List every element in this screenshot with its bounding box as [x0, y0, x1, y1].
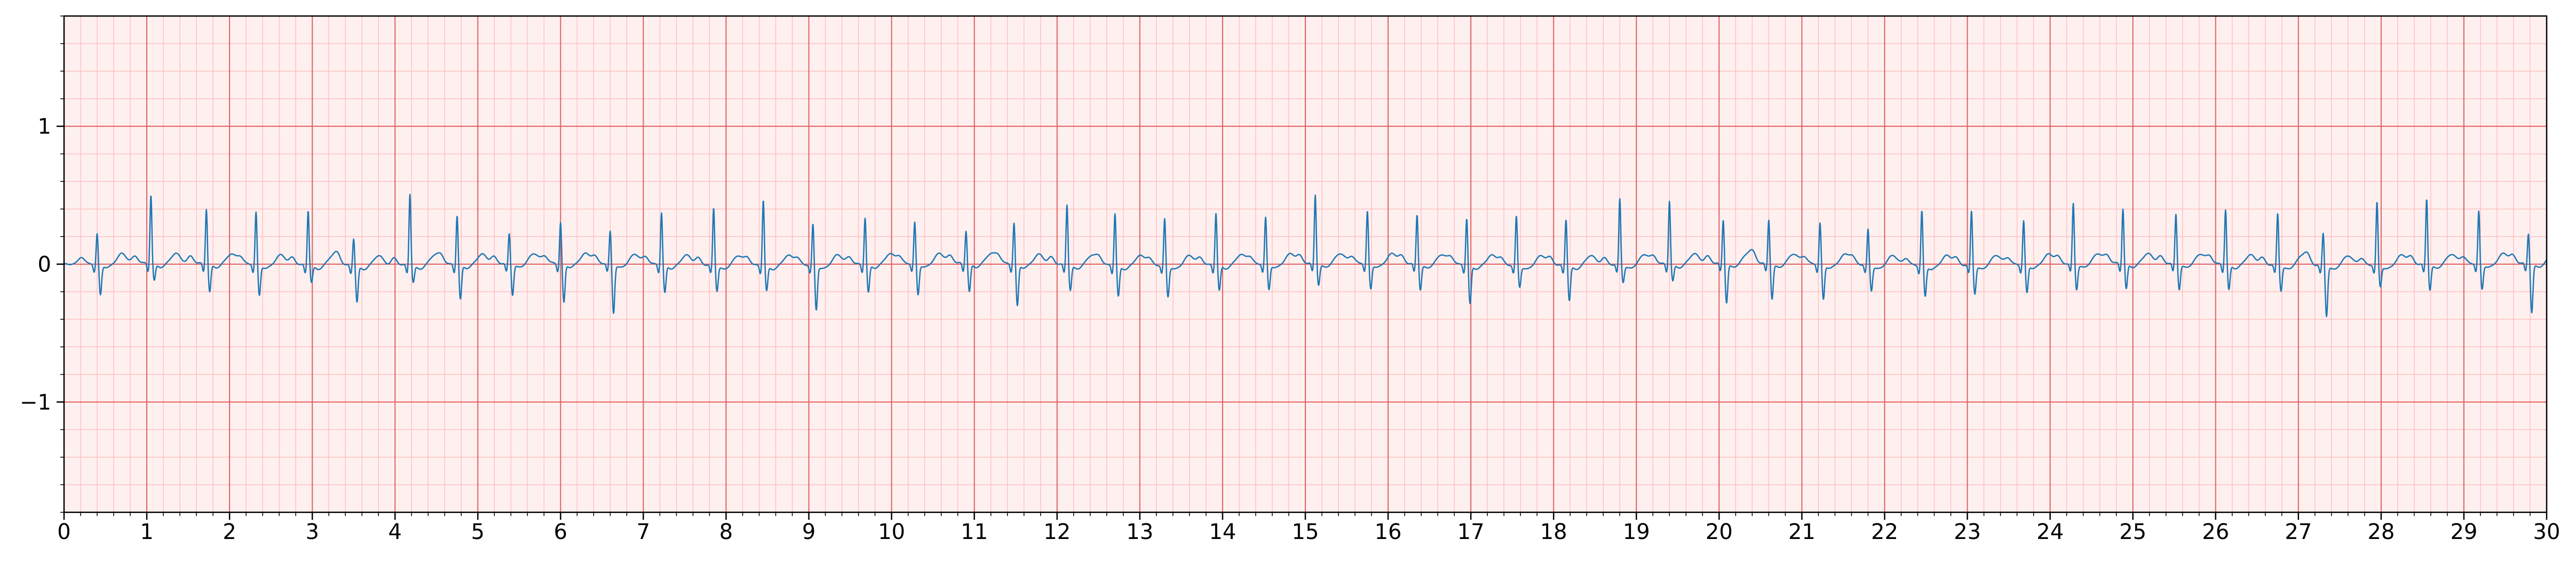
- x-tick-label: 2: [223, 520, 236, 544]
- x-tick-label: 14: [1209, 520, 1236, 544]
- x-tick-label: 30: [2533, 520, 2561, 544]
- y-tick-label: 0: [38, 252, 51, 277]
- x-tick-label: 26: [2202, 520, 2229, 544]
- x-tick-label: 11: [961, 520, 988, 544]
- x-axis-ticks: 0 1 2 3 4 5 6 7 8 9 10 11 12 13 14 15 16 17 18 19 20 21 22 23 24…: [57, 512, 2560, 544]
- x-tick-label: 3: [305, 520, 319, 544]
- y-axis-ticks: −1 0 1: [20, 15, 64, 513]
- x-tick-label: 7: [637, 520, 650, 544]
- x-tick-label: 5: [471, 520, 485, 544]
- x-tick-label: 25: [2119, 520, 2146, 544]
- x-tick-label: 20: [1706, 520, 1733, 544]
- x-tick-label: 19: [1623, 520, 1650, 544]
- x-tick-label: 28: [2367, 520, 2395, 544]
- x-tick-label: 4: [389, 520, 402, 544]
- x-tick-label: 1: [140, 520, 153, 544]
- x-tick-label: 18: [1540, 520, 1567, 544]
- x-tick-label: 9: [802, 520, 815, 544]
- x-tick-label: 13: [1126, 520, 1153, 544]
- x-tick-label: 16: [1375, 520, 1402, 544]
- x-tick-label: 27: [2285, 520, 2312, 544]
- x-tick-label: 24: [2036, 520, 2064, 544]
- x-tick-label: 23: [1954, 520, 1981, 544]
- x-tick-label: 15: [1292, 520, 1319, 544]
- x-tick-label: 12: [1043, 520, 1071, 544]
- x-tick-label: 0: [57, 520, 70, 544]
- x-tick-label: 22: [1871, 520, 1898, 544]
- x-tick-label: 8: [719, 520, 733, 544]
- series-layer: [64, 194, 2548, 318]
- x-tick-label: 21: [1788, 520, 1816, 544]
- y-tick-label: 1: [38, 115, 51, 139]
- x-tick-label: 17: [1457, 520, 1485, 544]
- x-tick-label: 29: [2450, 520, 2477, 544]
- x-tick-label: 10: [878, 520, 905, 544]
- y-tick-label: −1: [20, 390, 51, 415]
- ecg-series-line: [64, 194, 2548, 318]
- x-tick-label: 6: [554, 520, 567, 544]
